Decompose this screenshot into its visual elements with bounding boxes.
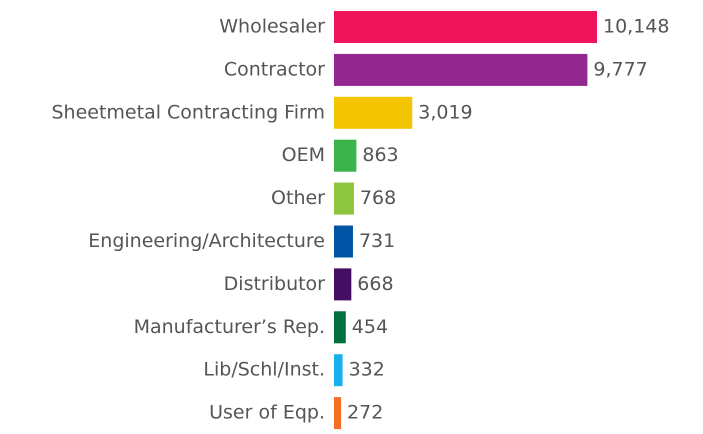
value-label: 863	[362, 144, 398, 166]
bar	[334, 96, 413, 129]
bar	[334, 225, 353, 258]
value-label: 731	[359, 230, 395, 252]
bar	[334, 182, 354, 215]
category-label: Contractor	[224, 58, 325, 80]
value-label: 9,777	[593, 58, 647, 80]
value-label: 668	[357, 273, 393, 295]
category-label: Wholesaler	[219, 16, 325, 38]
value-label: 768	[360, 187, 396, 209]
bar	[334, 268, 352, 301]
value-label: 3,019	[418, 101, 472, 123]
value-label: 454	[352, 316, 388, 338]
category-label: Distributor	[224, 273, 326, 295]
bar	[334, 397, 342, 430]
bar	[334, 11, 597, 43]
category-label: Engineering/Architecture	[88, 230, 325, 252]
value-label: 10,148	[603, 16, 669, 38]
value-label: 272	[347, 402, 383, 424]
category-label: User of Eqp.	[209, 402, 325, 424]
bar	[334, 354, 343, 387]
category-label: Other	[271, 187, 325, 209]
value-label: 332	[349, 359, 385, 381]
category-label: Manufacturer’s Rep.	[134, 316, 325, 338]
bar	[334, 311, 346, 344]
category-label: Lib/Schl/Inst.	[203, 359, 325, 381]
category-label: Sheetmetal Contracting Firm	[51, 101, 325, 123]
category-label: OEM	[282, 144, 325, 166]
bar	[334, 139, 357, 172]
bar	[334, 53, 588, 86]
